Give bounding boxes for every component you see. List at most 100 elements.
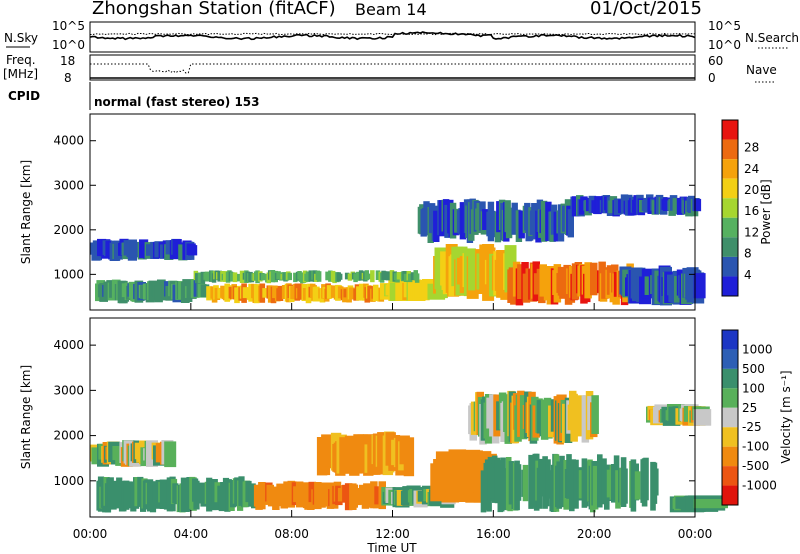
- data-cell-0-1-42: [262, 288, 268, 298]
- power-colorbar-label: Power [dB]: [759, 179, 773, 244]
- velocity-colorbar-tick-1: 500: [742, 362, 765, 376]
- data-cell-0-0-75: [200, 284, 210, 298]
- data-cell-0-7-63: [505, 207, 513, 239]
- data-cell-0-5-112: [347, 273, 353, 281]
- ytick-label-1-3: 4000: [53, 338, 84, 352]
- data-cell-0-5-23: [223, 271, 228, 282]
- data-cell-0-5-84: [308, 270, 313, 282]
- velocity-colorbar-tick-7: -1000: [742, 479, 777, 493]
- cpid-label: CPID: [8, 89, 40, 103]
- data-cell-0-6-70: [188, 245, 198, 256]
- data-cell-0-5-7: [200, 271, 206, 284]
- power-colorbar-frame: [721, 119, 739, 297]
- velocity-colorbar: 1000 500 100 25 -25 -100 -500 -1000: [721, 329, 777, 506]
- velocity-colorbar-tick-6: -500: [742, 459, 769, 473]
- data-cell-1-4-80: [592, 465, 599, 510]
- data-cell-0-5-101: [332, 272, 337, 284]
- date-label: 01/Oct/2015: [590, 0, 702, 19]
- power-colorbar-tick-1: 8: [744, 247, 752, 261]
- beam-label: Beam 14: [355, 0, 427, 19]
- data-cell-0-5-142: [389, 270, 395, 282]
- data-cell-0-5-30: [232, 272, 238, 283]
- xtick-label-0: 00:00: [73, 527, 108, 541]
- data-cell-0-4-38: [559, 271, 567, 299]
- data-cell-0-4-68: [601, 267, 609, 299]
- data-cell-0-5-61: [276, 271, 281, 280]
- data-cell-1-4-14: [500, 457, 506, 501]
- power-colorbar-swatch-5: [722, 217, 738, 238]
- data-cell-0-9-53: [693, 273, 706, 299]
- data-cell-1-4-110: [634, 471, 641, 500]
- velocity-colorbar-tick-3: 25: [742, 401, 757, 415]
- data-cell-0-7-88: [540, 200, 548, 242]
- data-cell-0-5-35: [239, 270, 245, 283]
- velocity-colorbar-swatch-3: [722, 388, 738, 408]
- velocity-colorbar-tick-0: 1000: [742, 342, 773, 356]
- data-cell-1-6-16: [339, 437, 350, 474]
- velocity-colorbar-label: Velocity [m s⁻¹]: [779, 370, 793, 463]
- power-colorbar-swatch-3: [722, 178, 738, 199]
- data-cell-0-5-120: [358, 270, 364, 281]
- data-cell-0-5-90: [316, 271, 322, 282]
- data-cell-0-5-157: [410, 272, 416, 281]
- data-cell-1-7-88: [591, 395, 599, 434]
- power-colorbar-tick-2: 12: [744, 225, 759, 239]
- power-colorbar-swatch-7: [722, 256, 738, 277]
- power-colorbar-tick-4: 20: [744, 183, 759, 197]
- data-cell-0-4-62: [592, 271, 601, 294]
- data-cell-0-5-155: [407, 273, 413, 283]
- data-cell-0-5-152: [403, 273, 409, 282]
- ytick-label-0-2: 3000: [53, 178, 84, 192]
- data-cell-1-4-107: [630, 459, 637, 512]
- data-cell-1-1-86: [374, 486, 382, 505]
- freq-left-tick-top: 18: [60, 54, 75, 68]
- noise-traces: [89, 31, 696, 41]
- data-cell-0-1-67: [297, 283, 303, 300]
- time-axis-label: Time UT: [366, 541, 417, 554]
- chart-title: Zhongshan Station (fitACF): [92, 0, 336, 19]
- data-cell-0-5-82: [305, 271, 311, 282]
- velocity-colorbar-tick-4: -25: [742, 420, 762, 434]
- velocity-colorbar-tick-5: -100: [742, 440, 769, 454]
- freq-label: Freq.: [6, 53, 36, 67]
- power-colorbar-tick-6: 28: [744, 141, 759, 155]
- data-cell-0-1-117: [367, 285, 373, 302]
- data-cell-0-7-51: [489, 210, 496, 234]
- power-colorbar-tick-0: 4: [744, 268, 752, 282]
- freq-right-tick-bottom: 0: [708, 71, 716, 85]
- xtick-label-4: 16:00: [476, 527, 511, 541]
- noise-sky-trace: [89, 31, 696, 41]
- power-colorbar: 4 8 12 16 20 24 28: [721, 119, 759, 297]
- ytick-label-1-1: 2000: [53, 429, 84, 443]
- data-cell-0-5-105: [337, 273, 343, 280]
- data-cell-0-5-98: [328, 270, 333, 282]
- data-cell-0-5-126: [367, 273, 372, 280]
- power-axes: 1000 2000 3000 4000: [53, 134, 695, 281]
- power-colorbar-tick-5: 24: [744, 162, 759, 176]
- xtick-label-5: 20:00: [577, 527, 612, 541]
- power-colorbar-swatch-6: [722, 237, 738, 257]
- velocity-colorbar-swatch-7: [722, 466, 738, 486]
- data-cell-0-5-69: [287, 272, 292, 281]
- noise-right-tick-bottom: 10^0: [708, 38, 741, 52]
- data-cell-0-1-121: [372, 284, 379, 302]
- data-cell-0-5-73: [293, 272, 298, 283]
- xtick-label-2: 08:00: [274, 527, 309, 541]
- velocity-axes: 1000 2000 3000 4000: [53, 338, 695, 488]
- noise-search-trace: [89, 32, 696, 36]
- data-cell-1-4-101: [622, 468, 628, 504]
- data-cell-0-5-160: [414, 273, 420, 283]
- data-cell-1-1-13: [272, 486, 280, 510]
- noise-left-tick-bottom: 10^0: [52, 38, 85, 52]
- data-cell-1-4-123: [653, 468, 659, 496]
- ytick-label-1-0: 1000: [53, 474, 84, 488]
- velocity-colorbar-swatch-6: [722, 446, 738, 467]
- data-cell-0-6-28: [129, 242, 139, 258]
- data-cell-1-4-116: [643, 457, 649, 501]
- data-cell-0-7-107: [567, 209, 574, 238]
- velocity-colorbar-swatch-4: [722, 407, 738, 428]
- data-cell-1-7-75: [573, 403, 581, 436]
- power-colorbar-swatch-8: [722, 276, 738, 296]
- data-cell-0-5-10: [204, 271, 210, 282]
